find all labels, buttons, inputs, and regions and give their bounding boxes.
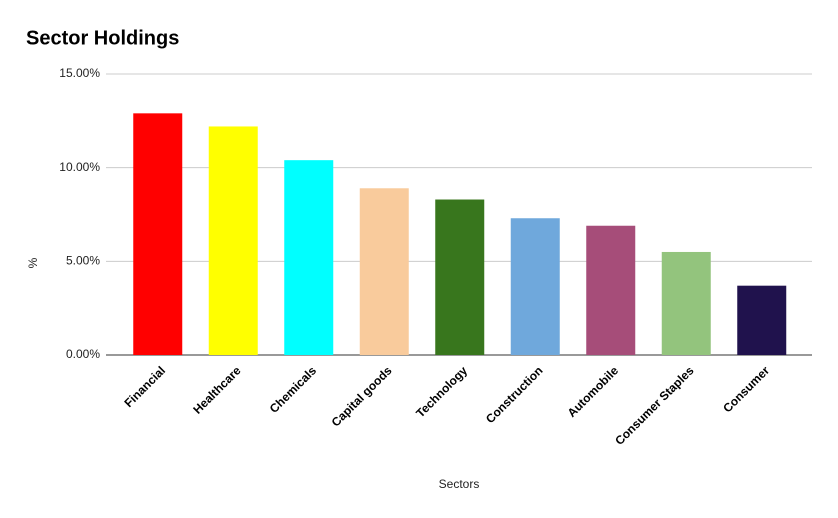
bar [510, 218, 560, 355]
x-axis-label: Sectors [439, 477, 480, 491]
bar [435, 199, 485, 355]
y-axis-label: % [26, 257, 40, 268]
bar [661, 251, 711, 355]
bar [359, 188, 409, 355]
y-tick-label: 5.00% [66, 254, 100, 268]
bar [284, 160, 334, 355]
bar [737, 285, 787, 355]
y-tick-label: 0.00% [66, 347, 100, 361]
y-tick-label: 15.00% [59, 66, 100, 80]
bar [133, 113, 183, 355]
chart-title: Sector Holdings [26, 27, 179, 49]
bar [586, 225, 636, 355]
bar [208, 126, 258, 355]
y-tick-label: 10.00% [59, 160, 100, 174]
